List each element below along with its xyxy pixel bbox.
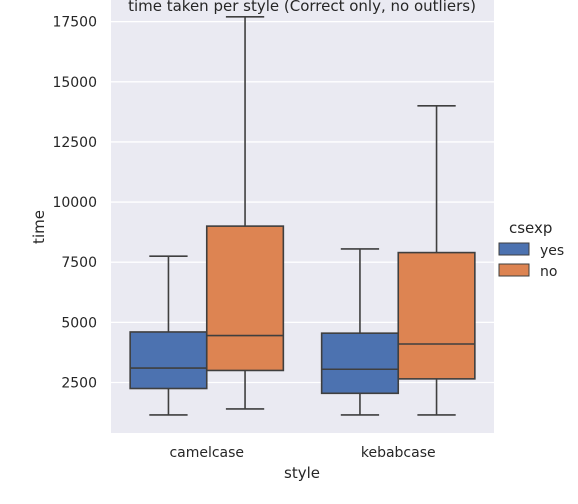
box-no-kebabcase bbox=[397, 105, 476, 416]
y-tick-label: 12500 bbox=[52, 135, 97, 151]
iqr-box bbox=[129, 331, 208, 390]
y-tick-label: 10000 bbox=[52, 195, 97, 211]
x-axis-ticks: camelcase kebabcase bbox=[169, 445, 435, 461]
y-tick-label: 7500 bbox=[61, 255, 97, 271]
x-axis-label: style bbox=[284, 464, 320, 482]
legend-title: csexp bbox=[509, 219, 552, 237]
legend-label-no: no bbox=[540, 264, 557, 280]
y-axis-label: time bbox=[30, 210, 48, 244]
y-axis-ticks: 2500 5000 7500 10000 12500 15000 17500 bbox=[52, 15, 97, 392]
legend-label-yes: yes bbox=[540, 243, 564, 259]
box-yes-kebabcase bbox=[320, 248, 400, 416]
x-tick-label: camelcase bbox=[169, 445, 244, 461]
boxes bbox=[129, 16, 476, 416]
y-tick-label: 5000 bbox=[61, 315, 97, 331]
x-tick-label: kebabcase bbox=[361, 445, 436, 461]
chart-title: time taken per style (Correct only, no o… bbox=[128, 0, 476, 15]
box-no-camelcase bbox=[205, 16, 285, 410]
y-tick-label: 15000 bbox=[52, 75, 97, 91]
y-tick-label: 2500 bbox=[61, 375, 97, 391]
iqr-box bbox=[397, 251, 476, 380]
iqr-box bbox=[205, 225, 285, 372]
legend-swatch-no bbox=[498, 263, 530, 277]
legend-swatch-yes bbox=[498, 242, 530, 256]
y-tick-label: 17500 bbox=[52, 15, 97, 31]
iqr-box bbox=[320, 332, 400, 395]
legend: csexp yes no bbox=[498, 219, 564, 280]
